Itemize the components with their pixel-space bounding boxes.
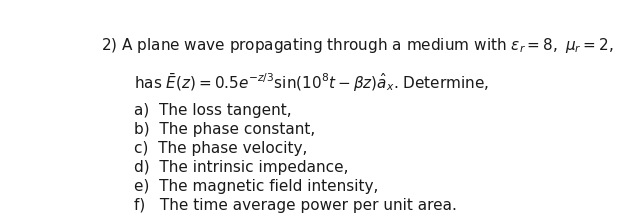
Text: has $\bar{E}(z)=0.5e^{-z/3}\sin(10^8t-\beta z)\hat{a}_x$. Determine,: has $\bar{E}(z)=0.5e^{-z/3}\sin(10^8t-\b…	[134, 72, 489, 94]
Text: d)  The intrinsic impedance,: d) The intrinsic impedance,	[134, 160, 348, 175]
Text: b)  The phase constant,: b) The phase constant,	[134, 122, 315, 137]
Text: a)  The loss tangent,: a) The loss tangent,	[134, 103, 291, 118]
Text: f)   The time average power per unit area.: f) The time average power per unit area.	[134, 198, 457, 213]
Text: c)  The phase velocity,: c) The phase velocity,	[134, 141, 307, 156]
Text: e)  The magnetic field intensity,: e) The magnetic field intensity,	[134, 179, 378, 194]
Text: 2) A plane wave propagating through a medium with $\varepsilon_r =8,\ \mu_r =2,$: 2) A plane wave propagating through a me…	[101, 36, 613, 55]
